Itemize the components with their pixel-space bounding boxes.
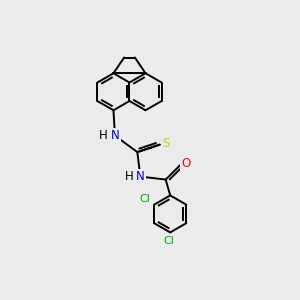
Text: H: H: [99, 129, 108, 142]
Text: H: H: [124, 170, 134, 183]
Text: N: N: [136, 170, 145, 183]
Text: O: O: [182, 157, 190, 170]
Text: Cl: Cl: [163, 236, 174, 246]
Text: N: N: [111, 129, 120, 142]
Text: S: S: [162, 136, 169, 150]
Text: Cl: Cl: [140, 194, 151, 204]
